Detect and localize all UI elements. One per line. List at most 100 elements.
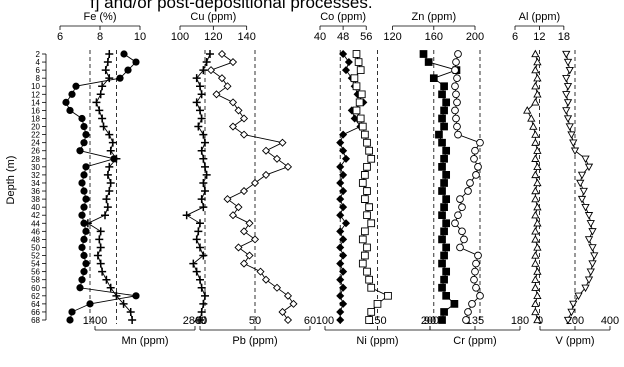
- pb-data-point: [234, 106, 243, 115]
- zn-data-point: [438, 90, 446, 99]
- v-data-point: [576, 179, 585, 188]
- fe-data-point: [80, 251, 88, 260]
- fe-data-point: [78, 179, 86, 187]
- zn-tick-label: 200: [466, 31, 484, 43]
- zn-data-point: [438, 138, 446, 147]
- cr-data-point: [470, 154, 478, 163]
- cu-data-point: [196, 275, 204, 284]
- co-tick-label: 40: [314, 31, 326, 43]
- pb-data-point: [289, 299, 298, 308]
- fe-data-point: [76, 147, 84, 155]
- fe-data-point: [80, 139, 88, 147]
- depth-tick-label: 6: [36, 66, 41, 75]
- depth-tick-label: 16: [31, 106, 40, 115]
- depth-axis-label: Depth (m): [5, 156, 17, 205]
- ni-data-point: [358, 235, 367, 244]
- pb-tick-label: 60: [304, 315, 316, 327]
- mn-data-point: [108, 138, 117, 147]
- al-series-line: [526, 53, 538, 321]
- ni-data-point: [357, 90, 366, 99]
- figure-caption: f] and/or post-depositional processes.: [90, 0, 373, 12]
- v-data-point: [569, 139, 578, 147]
- fe-data-point: [66, 106, 74, 115]
- fe-data-point: [132, 292, 140, 300]
- pb-data-point: [217, 49, 227, 59]
- zn-data-point: [438, 211, 446, 220]
- fe-tick-label: 10: [134, 31, 146, 43]
- cu-data-point: [206, 50, 214, 58]
- pb-data-point: [283, 291, 293, 300]
- v-data-point: [562, 107, 571, 115]
- v-data-point: [574, 292, 583, 301]
- v-data-point: [584, 276, 594, 285]
- zn-data-point: [438, 162, 446, 171]
- v-data-point: [584, 163, 594, 172]
- ni-data-point: [363, 211, 371, 220]
- cu-data-point: [196, 219, 204, 228]
- v-data-point: [562, 50, 571, 59]
- pb-data-point: [278, 138, 287, 147]
- zn-data-point: [440, 154, 448, 163]
- pb-data-point: [239, 259, 249, 268]
- ni-data-point: [361, 227, 369, 236]
- al-data-point: [533, 218, 542, 227]
- mn-data-point: [105, 74, 114, 83]
- cr-data-point: [472, 171, 480, 179]
- depth-tick-label: 28: [31, 155, 40, 164]
- ni-tick-label: 100: [316, 315, 334, 327]
- fe-data-point: [124, 66, 132, 74]
- al-data-point: [533, 291, 542, 299]
- pb-data-point: [212, 90, 221, 99]
- v-data-point: [569, 300, 578, 309]
- cr-data-point: [462, 316, 470, 324]
- ni-data-point: [358, 122, 367, 131]
- pb-data-point: [278, 307, 287, 316]
- zn-data-point: [429, 74, 438, 83]
- pb-data-point: [239, 130, 249, 139]
- mn-data-point: [95, 106, 104, 115]
- cr-data-point: [452, 90, 460, 99]
- cu-data-point: [192, 74, 201, 83]
- ni-data-point: [363, 243, 371, 252]
- zn-data-point: [440, 203, 448, 212]
- pb-data-point: [272, 283, 282, 292]
- fe-data-point: [116, 74, 124, 82]
- ni-data-point: [365, 316, 373, 324]
- cr-tick-label: 135: [466, 315, 484, 327]
- fe-data-point: [78, 211, 86, 219]
- v-data-point: [563, 316, 573, 325]
- cr-data-point: [453, 122, 461, 131]
- mn-axis-label: Mn (ppm): [121, 335, 168, 347]
- ni-series-line: [353, 53, 389, 321]
- al-data-point: [533, 89, 542, 98]
- mn-data-point: [98, 267, 107, 276]
- cu-data-point: [192, 267, 201, 276]
- v-data-point: [590, 252, 599, 260]
- cr-axis-label: Cr (ppm): [453, 335, 496, 347]
- co-data-point: [336, 162, 345, 171]
- cu-data-point: [199, 299, 208, 308]
- pb-data-point: [250, 235, 260, 244]
- v-data-point: [570, 147, 580, 156]
- al-data-point: [533, 162, 542, 171]
- zn-data-point: [440, 122, 448, 131]
- al-data-point: [531, 138, 540, 146]
- zn-data-point: [419, 50, 428, 58]
- fe-data-point: [68, 308, 76, 316]
- zn-data-point: [438, 114, 446, 123]
- pb-data-point: [283, 162, 293, 171]
- v-data-point: [565, 66, 574, 75]
- pb-data-point: [228, 98, 238, 107]
- mn-data-point: [96, 90, 105, 99]
- cr-data-point: [453, 98, 461, 107]
- mn-data-point: [83, 219, 92, 228]
- zn-data-point: [440, 82, 448, 91]
- mn-data-point: [106, 146, 115, 155]
- pb-axis-label: Pb (ppm): [232, 335, 277, 347]
- depth-tick-label: 52: [31, 252, 40, 261]
- cu-data-point: [182, 211, 191, 220]
- cu-data-point: [192, 235, 201, 244]
- depth-tick-label: 34: [31, 179, 40, 188]
- cr-data-point: [451, 219, 459, 228]
- al-data-point: [531, 283, 540, 291]
